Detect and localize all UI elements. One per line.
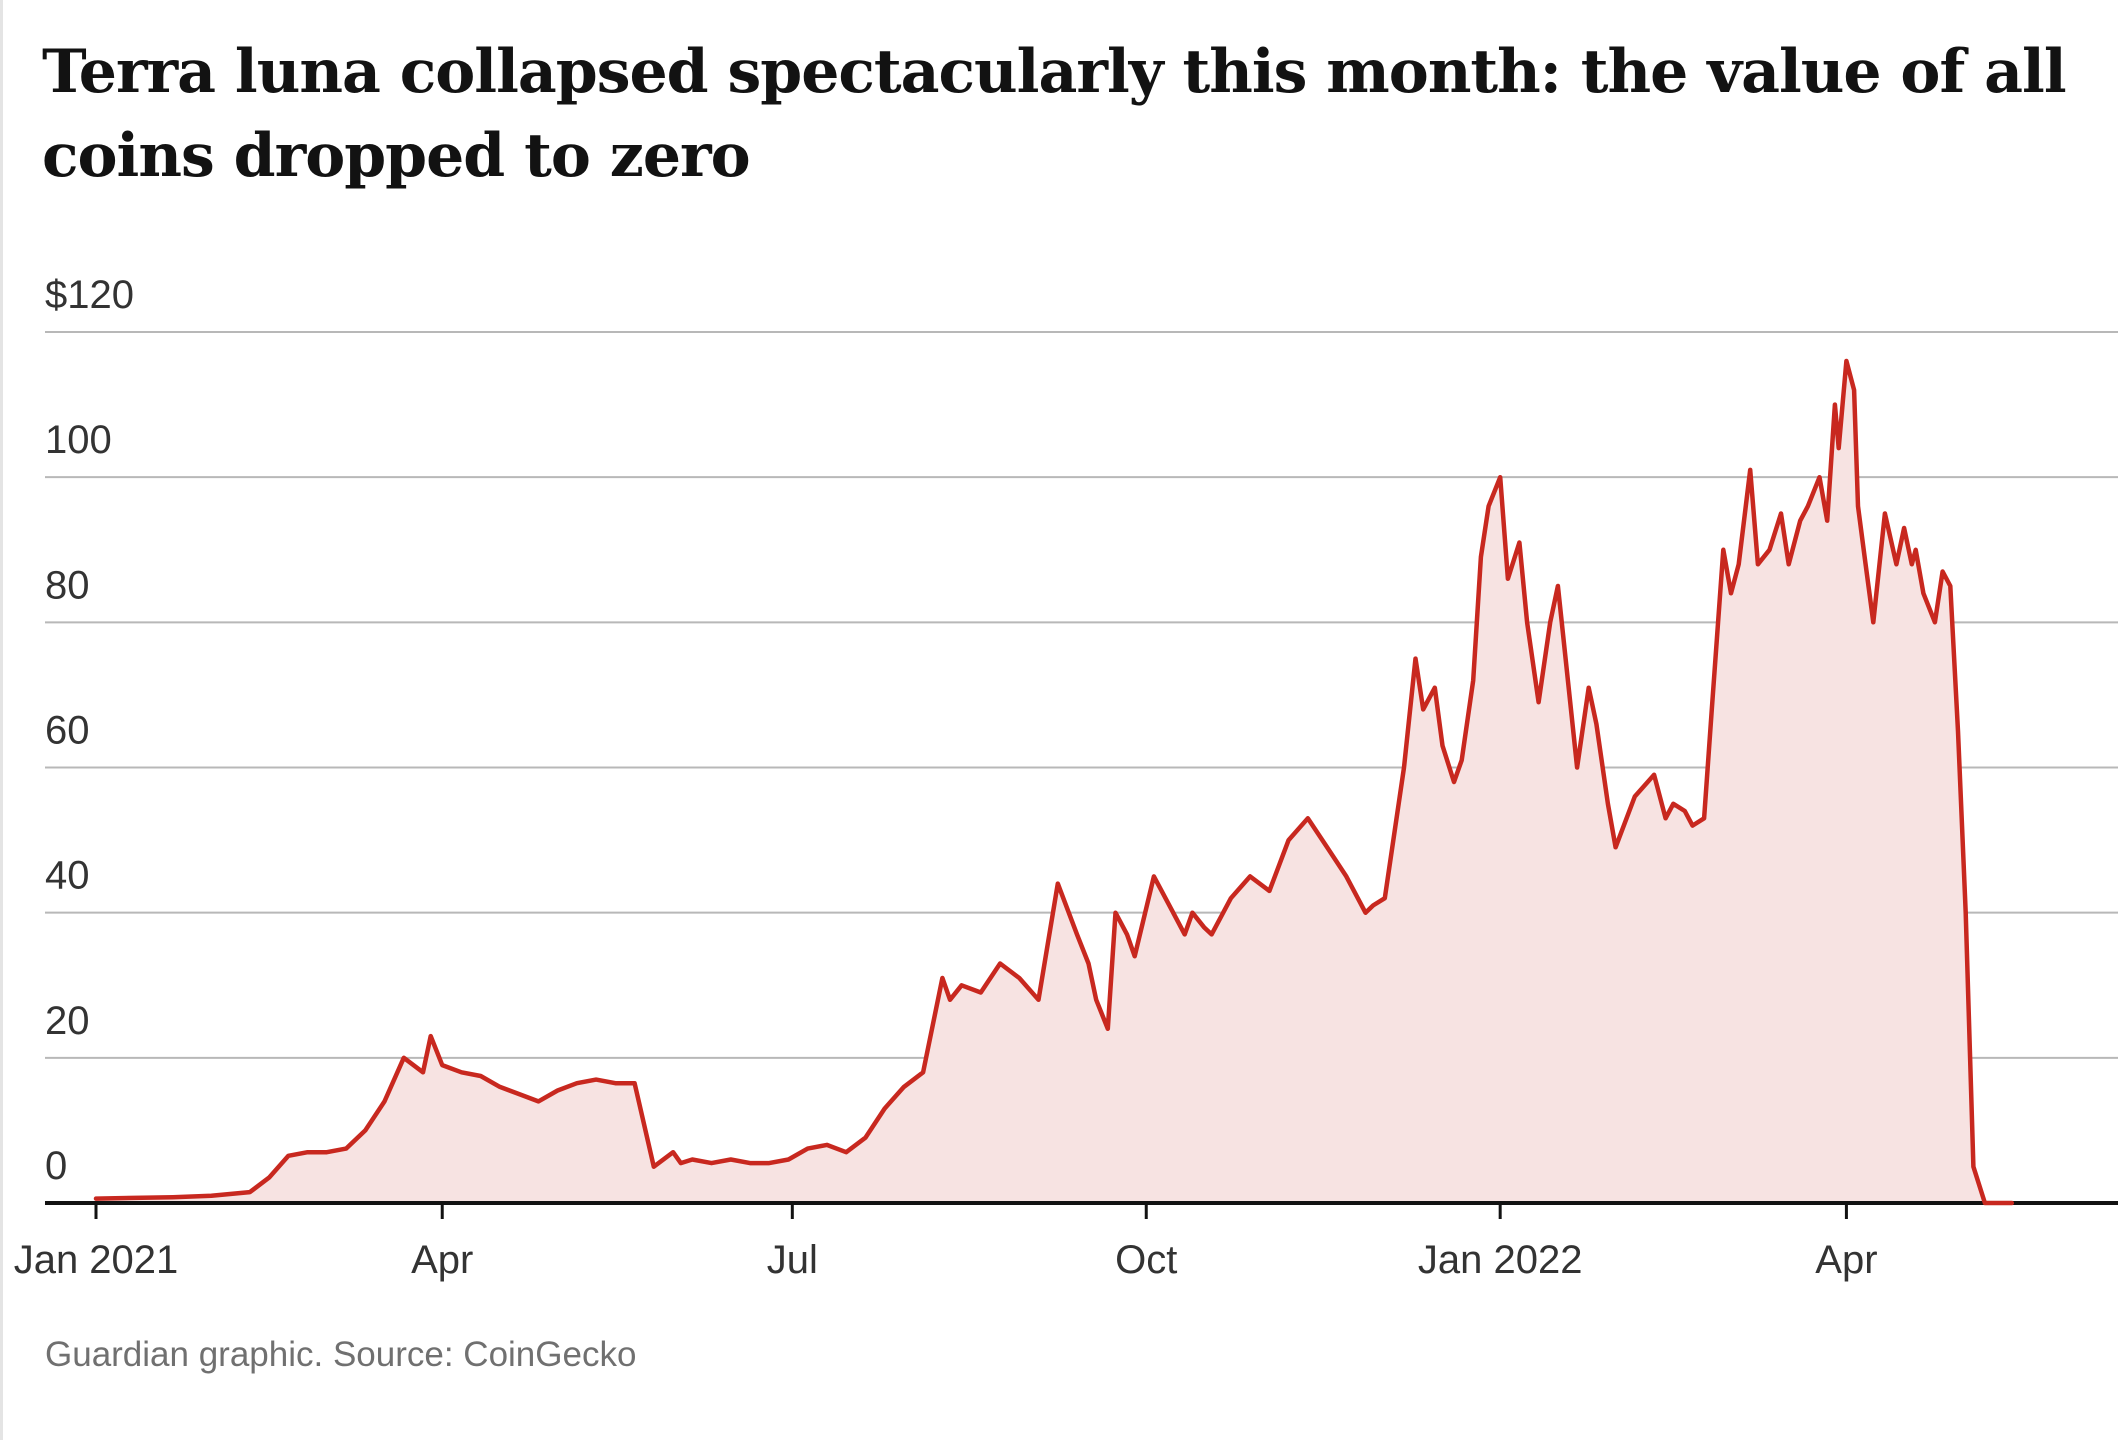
y-tick-label: 80 [45,563,90,607]
x-tick-label: Jan 2021 [14,1238,179,1282]
source-note: Guardian graphic. Source: CoinGecko [45,1335,637,1374]
y-tick-label: 0 [45,1144,67,1188]
chart-title: Terra luna collapsed spectacularly this … [42,37,2067,191]
y-tick-label: 40 [45,854,90,898]
price-line [93,358,2015,1206]
price-area-fill [96,361,2012,1203]
left-divider [0,0,3,1440]
y-tick-label: 100 [45,418,112,462]
x-tick-label: Apr [411,1238,473,1282]
y-tick-label: $120 [45,273,134,317]
x-tick-label: Jan 2022 [1418,1238,1583,1282]
y-tick-label: 20 [45,999,90,1043]
x-tick-label: Apr [1815,1238,1877,1282]
x-tick-label: Jul [767,1238,818,1282]
x-tick-label: Oct [1115,1238,1177,1282]
y-tick-label: 60 [45,709,90,753]
